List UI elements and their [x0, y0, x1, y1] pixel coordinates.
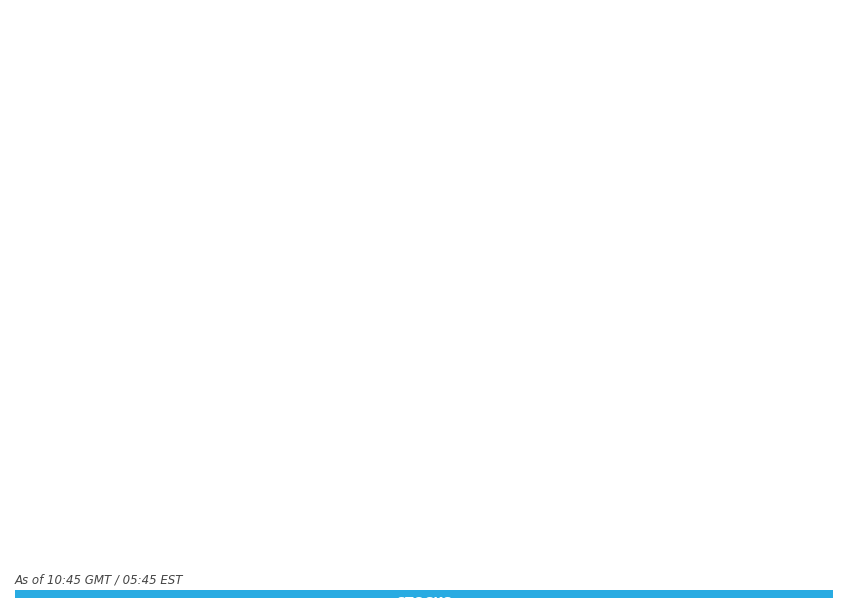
Bar: [15, 590, 833, 598]
Text: As of 10:45 GMT / 05:45 EST: As of 10:45 GMT / 05:45 EST: [15, 573, 183, 587]
Text: STOCKS: STOCKS: [396, 596, 452, 598]
